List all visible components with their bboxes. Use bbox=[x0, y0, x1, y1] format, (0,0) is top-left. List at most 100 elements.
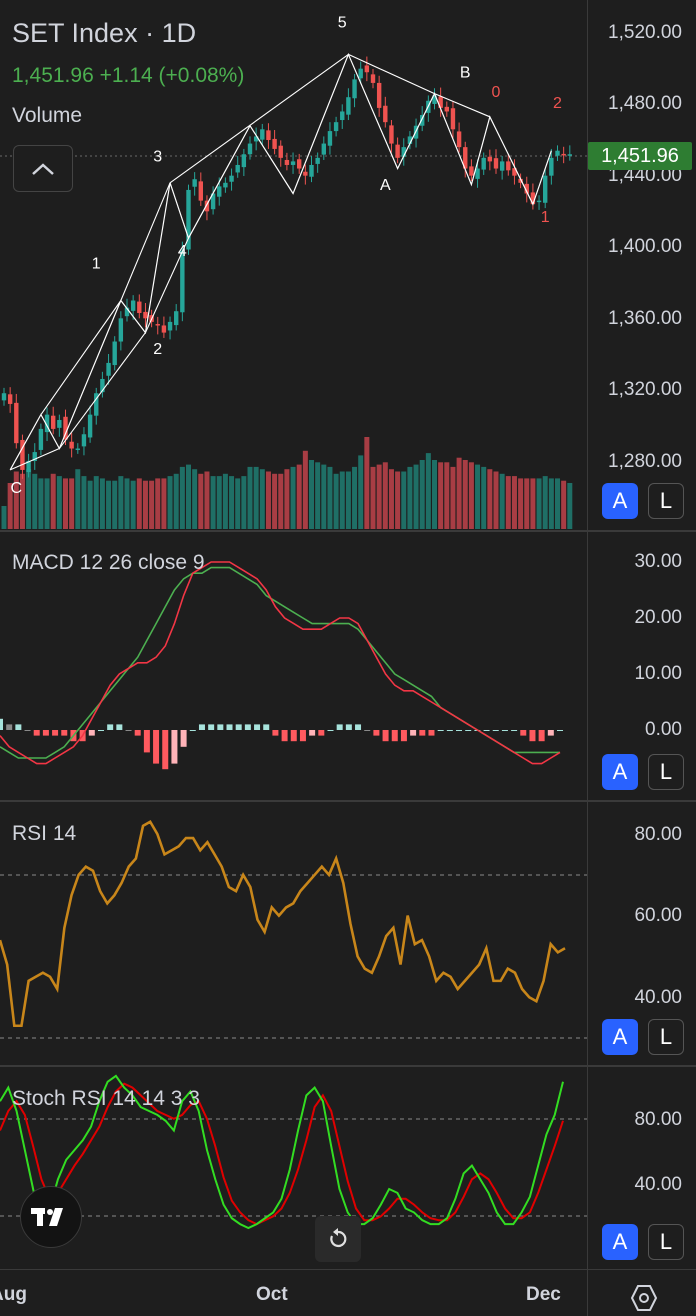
volume-bar bbox=[229, 476, 235, 529]
volume-bar bbox=[284, 469, 290, 529]
volume-bar bbox=[499, 473, 505, 529]
volume-bar bbox=[19, 473, 25, 529]
candle-body bbox=[444, 106, 449, 112]
price-tick: 1,360.00 bbox=[608, 308, 682, 329]
candle-body bbox=[401, 147, 406, 157]
volume-bar bbox=[296, 464, 302, 529]
panel-divider[interactable] bbox=[0, 1065, 696, 1067]
volume-bar bbox=[450, 466, 456, 529]
log-scale-button[interactable]: L bbox=[648, 1019, 684, 1055]
volume-bar bbox=[352, 466, 358, 529]
wave-label: C bbox=[11, 480, 23, 497]
volume-bar bbox=[93, 476, 99, 529]
candle-body bbox=[395, 144, 400, 158]
wave-label: B bbox=[460, 65, 471, 82]
macd-histogram-bar bbox=[33, 730, 40, 736]
log-scale-button[interactable]: L bbox=[648, 754, 684, 790]
candle-body bbox=[272, 138, 277, 149]
candle-body bbox=[512, 168, 517, 176]
tradingview-logo[interactable] bbox=[20, 1186, 82, 1248]
volume-bar bbox=[26, 469, 32, 529]
rsi-tick: 40.00 bbox=[634, 987, 682, 1008]
candle-body bbox=[81, 434, 87, 447]
wave-channel bbox=[348, 53, 435, 95]
macd-tick: 30.00 bbox=[634, 551, 682, 572]
volume-bar bbox=[475, 464, 481, 529]
auto-scale-button[interactable]: A bbox=[602, 483, 638, 519]
auto-scale-button[interactable]: A bbox=[602, 1224, 638, 1260]
stoch-tick: 40.00 bbox=[634, 1174, 682, 1195]
volume-bar bbox=[327, 466, 333, 529]
panel-divider[interactable] bbox=[0, 530, 696, 532]
macd-histogram-bar bbox=[263, 724, 270, 730]
panel-divider[interactable] bbox=[0, 800, 696, 802]
candles bbox=[1, 56, 572, 479]
wave-label: 1 bbox=[541, 209, 550, 226]
chart-settings-button[interactable] bbox=[626, 1280, 662, 1316]
volume-bar bbox=[555, 478, 560, 529]
candle-body bbox=[555, 150, 560, 156]
candle-body bbox=[192, 179, 197, 187]
chevron-up-icon bbox=[32, 162, 54, 175]
rsi-tick: 80.00 bbox=[634, 824, 682, 845]
volume-bar bbox=[407, 466, 413, 529]
candle-body bbox=[143, 311, 148, 319]
wave-path bbox=[9, 52, 552, 471]
auto-scale-button[interactable]: A bbox=[602, 1019, 638, 1055]
candle-body bbox=[284, 159, 290, 165]
volume-bar bbox=[345, 471, 351, 529]
candle-body bbox=[463, 147, 468, 169]
macd-tick: 20.00 bbox=[634, 607, 682, 628]
volume-bar bbox=[505, 476, 511, 529]
candle-body bbox=[94, 393, 99, 416]
macd-histogram-bar bbox=[465, 730, 472, 731]
volume-bar bbox=[536, 478, 542, 529]
collapse-button[interactable] bbox=[13, 145, 73, 192]
current-price-badge: 1,451.96 bbox=[588, 142, 692, 170]
candle-body bbox=[38, 428, 44, 450]
log-scale-button[interactable]: L bbox=[648, 483, 684, 519]
volume-bar bbox=[530, 478, 536, 529]
candle-body bbox=[155, 324, 160, 326]
auto-scale-button[interactable]: A bbox=[602, 754, 638, 790]
macd-histogram-bar bbox=[208, 724, 215, 730]
macd-histogram-bar bbox=[0, 718, 3, 730]
log-scale-button[interactable]: L bbox=[648, 1224, 684, 1260]
candle-body bbox=[20, 439, 25, 470]
volume-bar bbox=[112, 480, 118, 529]
candle-body bbox=[32, 452, 37, 461]
candle-body bbox=[567, 154, 572, 156]
macd-histogram-bar bbox=[428, 730, 435, 736]
volume-bar bbox=[210, 476, 216, 529]
macd-histogram-bar bbox=[492, 730, 499, 731]
candle-body bbox=[346, 97, 351, 115]
macd-histogram-bar bbox=[281, 730, 288, 742]
candle-body bbox=[112, 341, 117, 366]
candle-body bbox=[518, 178, 523, 183]
volume-bar bbox=[56, 476, 62, 529]
wave-channel bbox=[434, 93, 491, 118]
candle-body bbox=[333, 122, 339, 132]
macd-histogram-bar bbox=[88, 730, 95, 736]
candle-body bbox=[186, 189, 191, 250]
volume-bar bbox=[253, 466, 259, 529]
macd-histogram-bar bbox=[483, 730, 490, 731]
volume-bar bbox=[38, 478, 44, 529]
candle-body bbox=[247, 143, 253, 155]
macd-histogram-bar bbox=[134, 730, 141, 736]
candle-body bbox=[383, 105, 388, 123]
candle-body bbox=[118, 318, 124, 342]
volume-bar bbox=[136, 478, 142, 529]
macd-histogram-bar bbox=[116, 724, 123, 730]
macd-line bbox=[0, 561, 561, 765]
candle-body bbox=[327, 131, 333, 146]
macd-histogram-bar bbox=[529, 730, 536, 742]
candle-body bbox=[57, 419, 62, 428]
macd-histogram-bar bbox=[355, 724, 362, 730]
wave-label: 2 bbox=[153, 341, 162, 358]
stoch-title: Stoch RSI 14 14 3 3 bbox=[12, 1087, 200, 1110]
candle-body bbox=[432, 95, 437, 104]
reset-chart-button[interactable] bbox=[315, 1216, 361, 1262]
price-chart[interactable]: C 1 2 3 4 5 A B 0 1 2 bbox=[0, 0, 588, 530]
time-tick: Aug bbox=[0, 1284, 27, 1305]
